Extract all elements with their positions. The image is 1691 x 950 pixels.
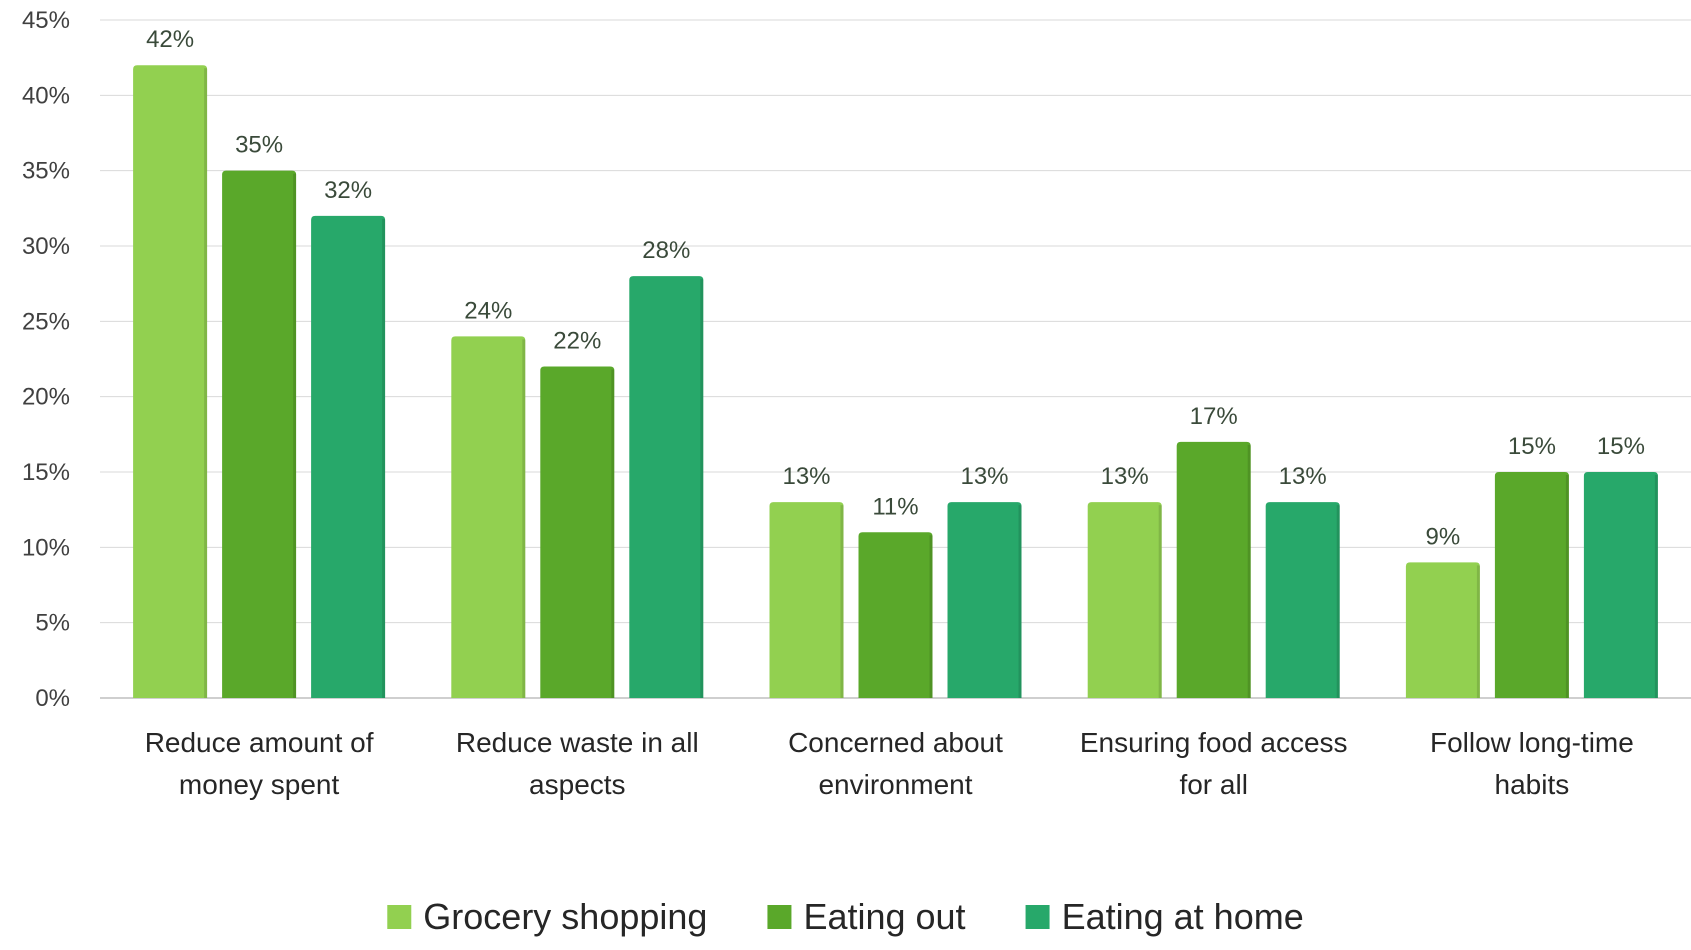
data-label: 24%	[464, 297, 512, 324]
bar	[311, 215, 386, 698]
bar-shade	[204, 68, 208, 698]
bar-shade	[1158, 505, 1162, 698]
bar-shade	[1247, 444, 1251, 698]
data-label: 15%	[1597, 433, 1645, 460]
x-category-label: Concerned about environment	[788, 727, 1003, 800]
y-tick-label: 20%	[22, 384, 70, 411]
bar	[1583, 472, 1658, 698]
bar-shade	[382, 218, 386, 698]
bar	[858, 532, 933, 698]
data-label: 35%	[235, 132, 283, 159]
y-tick-label: 25%	[22, 308, 70, 335]
bar-shade	[1565, 475, 1569, 698]
legend-label: Grocery shopping	[423, 896, 707, 937]
x-category-label: Reduce waste in all aspects	[456, 727, 699, 800]
bar	[769, 502, 844, 698]
bar	[629, 276, 704, 698]
bar	[1405, 562, 1480, 698]
bar-shade	[700, 279, 704, 698]
legend: Grocery shopping Eating out Eating at home	[387, 896, 1304, 937]
y-axis: 0% 5% 10% 15% 20% 25% 30% 35% 40% 45%	[22, 7, 70, 712]
y-tick-label: 5%	[35, 610, 70, 637]
legend-label: Eating out	[803, 896, 965, 937]
data-label: 42%	[146, 26, 194, 53]
x-category-label: Reduce amount of money spent	[145, 727, 374, 800]
bar-shade	[1018, 505, 1022, 698]
legend-swatch	[767, 905, 792, 929]
data-label: 13%	[1279, 463, 1327, 490]
bar	[1087, 502, 1162, 698]
x-category-label: Ensuring food access for all	[1080, 727, 1348, 800]
data-label: 22%	[553, 328, 601, 355]
data-label: 9%	[1426, 523, 1461, 550]
bar	[1176, 441, 1251, 698]
y-tick-label: 35%	[22, 158, 70, 185]
bar	[947, 502, 1022, 698]
bar	[451, 336, 526, 698]
y-tick-label: 40%	[22, 82, 70, 109]
data-label: 13%	[960, 463, 1008, 490]
bar	[133, 65, 208, 698]
y-tick-label: 10%	[22, 534, 70, 561]
data-label: 15%	[1508, 433, 1556, 460]
bar	[1265, 502, 1340, 698]
data-label: 13%	[782, 463, 830, 490]
data-label: 28%	[642, 237, 690, 264]
bar-shade	[611, 369, 615, 698]
bars	[133, 65, 1658, 698]
y-tick-label: 45%	[22, 7, 70, 34]
legend-label: Eating at home	[1062, 896, 1304, 937]
bar-shade	[1476, 565, 1480, 698]
x-category-label: Follow long-time habits	[1430, 727, 1634, 800]
bar-shade	[522, 339, 526, 698]
bar-shade	[929, 535, 933, 698]
x-axis: Reduce amount of money spent Reduce waste …	[145, 727, 1634, 800]
bar-shade	[293, 173, 297, 698]
data-label: 32%	[324, 177, 372, 204]
bar	[222, 170, 297, 698]
y-tick-label: 30%	[22, 233, 70, 260]
bar	[1494, 472, 1569, 698]
y-tick-label: 15%	[22, 459, 70, 486]
data-label: 13%	[1101, 463, 1149, 490]
bar-shade	[1336, 505, 1340, 698]
data-labels: 42% 24% 13% 13% 9% 35% 22% 11% 17% 15% 32% 28% 13% 13…	[146, 26, 1645, 550]
bar-shade	[840, 505, 844, 698]
legend-swatch	[1025, 905, 1050, 929]
legend-swatch	[387, 905, 412, 929]
bar-shade	[1654, 475, 1658, 698]
data-label: 17%	[1190, 403, 1238, 430]
bar	[540, 366, 615, 698]
y-tick-label: 0%	[35, 685, 70, 712]
data-label: 11%	[872, 493, 918, 520]
